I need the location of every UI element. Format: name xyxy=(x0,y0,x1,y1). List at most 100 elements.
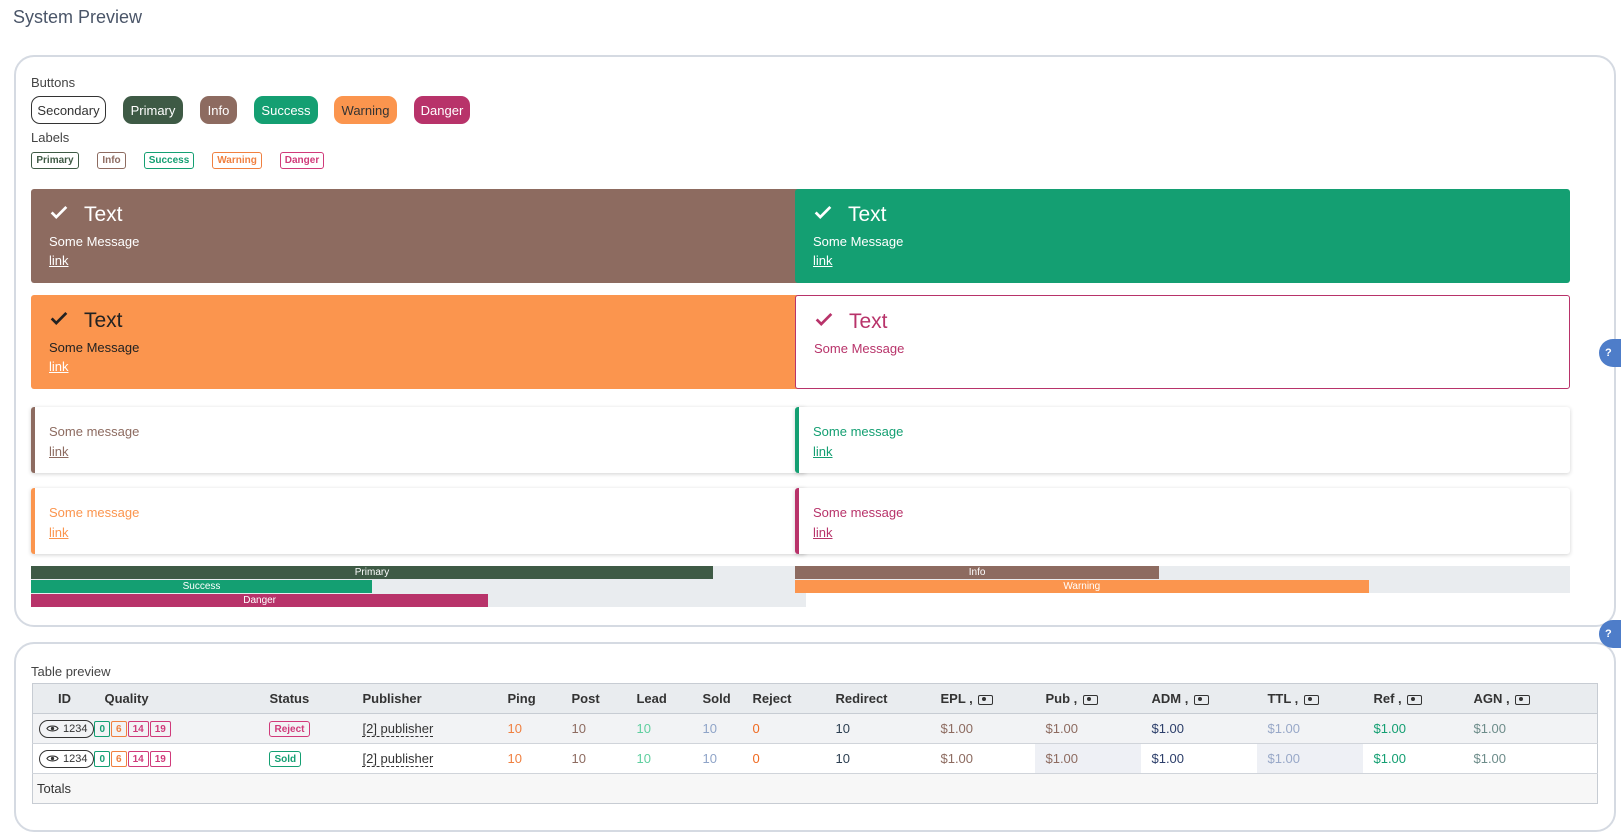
danger-progress-bar: Danger xyxy=(31,594,489,607)
note-link[interactable]: link xyxy=(813,525,833,540)
cell-ping: 10 xyxy=(497,713,562,744)
alert-link[interactable]: link xyxy=(49,359,69,374)
alert-message: Some Message xyxy=(49,340,140,355)
eye-icon xyxy=(46,755,59,762)
col-ttl[interactable]: TTL , xyxy=(1257,683,1364,714)
table-row: 1234 0 6 14 19 Reject [2] publisher 10 10 10 10 0 10… xyxy=(32,713,1599,744)
cash-icon xyxy=(1407,694,1423,705)
cell-adm: $1.00 xyxy=(1141,743,1258,774)
row-id: 1234 xyxy=(63,722,88,735)
danger-note: Some message link xyxy=(795,488,1570,554)
note-message: Some message xyxy=(49,505,140,520)
cell-agn: $1.00 xyxy=(1463,743,1599,774)
cell-redirect: 10 xyxy=(825,713,931,744)
cell-ref: $1.00 xyxy=(1363,713,1464,744)
col-status[interactable]: Status xyxy=(259,683,353,714)
eye-icon xyxy=(46,725,59,732)
progress-group-left: Primary Success Danger xyxy=(31,566,806,607)
publisher-link[interactable]: [2] publisher xyxy=(362,721,434,737)
row-id: 1234 xyxy=(63,752,88,765)
quality-badge: 14 xyxy=(127,751,149,768)
table-section-label: Table preview xyxy=(31,664,111,679)
alert-message: Some Message xyxy=(813,234,904,249)
danger-button[interactable]: Danger xyxy=(414,96,470,124)
publisher-link[interactable]: [2] publisher xyxy=(362,751,434,767)
cell-reject: 0 xyxy=(742,743,826,774)
warning-button[interactable]: Warning xyxy=(334,96,397,124)
alert-message: Some Message xyxy=(814,341,905,356)
cash-icon xyxy=(1193,694,1209,705)
page-title: System Preview xyxy=(13,7,143,27)
labels-section-label: Labels xyxy=(31,130,70,145)
note-link[interactable]: link xyxy=(813,444,833,459)
cell-post: 10 xyxy=(561,713,627,744)
cell-reject: 0 xyxy=(742,713,826,744)
primary-progress-bar: Primary xyxy=(31,566,713,579)
col-redirect[interactable]: Redirect xyxy=(825,683,931,714)
primary-label: Primary xyxy=(31,152,79,169)
warning-progress-bar: Warning xyxy=(795,580,1369,593)
cash-icon xyxy=(1303,694,1319,705)
col-agn[interactable]: AGN , xyxy=(1463,683,1599,714)
col-ping[interactable]: Ping xyxy=(497,683,562,714)
col-id[interactable]: ID xyxy=(32,683,95,714)
primary-button[interactable]: Primary xyxy=(123,96,183,124)
cell-ping: 10 xyxy=(497,743,562,774)
cash-icon xyxy=(1082,694,1098,705)
danger-label: Danger xyxy=(280,152,324,169)
quality-badge: 14 xyxy=(127,721,149,738)
col-ref[interactable]: Ref , xyxy=(1363,683,1464,714)
col-sold[interactable]: Sold xyxy=(692,683,743,714)
quality-badge: 0 xyxy=(94,721,111,738)
cell-adm: $1.00 xyxy=(1141,713,1258,744)
cell-ttl: $1.00 xyxy=(1257,713,1364,744)
note-message: Some message xyxy=(49,424,140,439)
warning-note: Some message link xyxy=(31,488,806,554)
warning-alert: Text Some Message link xyxy=(31,295,806,389)
success-label: Success xyxy=(144,152,194,169)
cell-ref: $1.00 xyxy=(1363,743,1464,774)
check-icon xyxy=(48,307,70,335)
secondary-button[interactable]: Secondary xyxy=(31,96,106,124)
col-publisher[interactable]: Publisher xyxy=(352,683,498,714)
cell-agn: $1.00 xyxy=(1463,713,1599,744)
info-button[interactable]: Info xyxy=(200,96,237,124)
preview-table: ID Quality Status Publisher Ping Post Le… xyxy=(32,683,1599,804)
help-tab-icon[interactable]: ? xyxy=(1599,339,1621,367)
alert-link[interactable]: link xyxy=(813,253,833,268)
status-badge: Reject xyxy=(269,721,310,738)
alert-link[interactable]: link xyxy=(49,253,69,268)
col-adm[interactable]: ADM , xyxy=(1141,683,1258,714)
check-icon xyxy=(813,308,835,336)
cell-sold: 10 xyxy=(692,713,743,744)
quality-badge: 19 xyxy=(149,721,171,738)
table-header-row: ID Quality Status Publisher Ping Post Le… xyxy=(32,683,1599,714)
warning-label: Warning xyxy=(212,152,262,169)
progress-group-right: Info Warning xyxy=(795,566,1570,593)
alert-title: Text xyxy=(849,310,888,333)
id-pill[interactable]: 1234 xyxy=(39,749,95,768)
table-card: Table preview ID Quality Status Publishe… xyxy=(14,642,1616,832)
col-reject[interactable]: Reject xyxy=(742,683,826,714)
note-link[interactable]: link xyxy=(49,444,69,459)
col-pub[interactable]: Pub , xyxy=(1035,683,1142,714)
id-pill[interactable]: 1234 xyxy=(39,719,95,738)
cell-epl: $1.00 xyxy=(930,713,1036,744)
col-post[interactable]: Post xyxy=(561,683,627,714)
cell-redirect: 10 xyxy=(825,743,931,774)
alert-title: Text xyxy=(84,309,123,332)
quality-badge: 6 xyxy=(111,751,127,768)
col-quality[interactable]: Quality xyxy=(94,683,260,714)
status-badge: Sold xyxy=(269,751,302,768)
help-tab-icon[interactable]: ? xyxy=(1599,620,1621,648)
col-lead[interactable]: Lead xyxy=(626,683,693,714)
col-epl[interactable]: EPL , xyxy=(930,683,1036,714)
info-label: Info xyxy=(97,152,126,169)
alert-message: Some Message xyxy=(49,234,140,249)
info-progress-bar: Info xyxy=(795,566,1160,579)
success-note: Some message link xyxy=(795,407,1570,473)
cell-lead: 10 xyxy=(626,713,693,744)
success-progress-bar: Success xyxy=(31,580,372,593)
success-button[interactable]: Success xyxy=(254,96,318,124)
note-link[interactable]: link xyxy=(49,525,69,540)
